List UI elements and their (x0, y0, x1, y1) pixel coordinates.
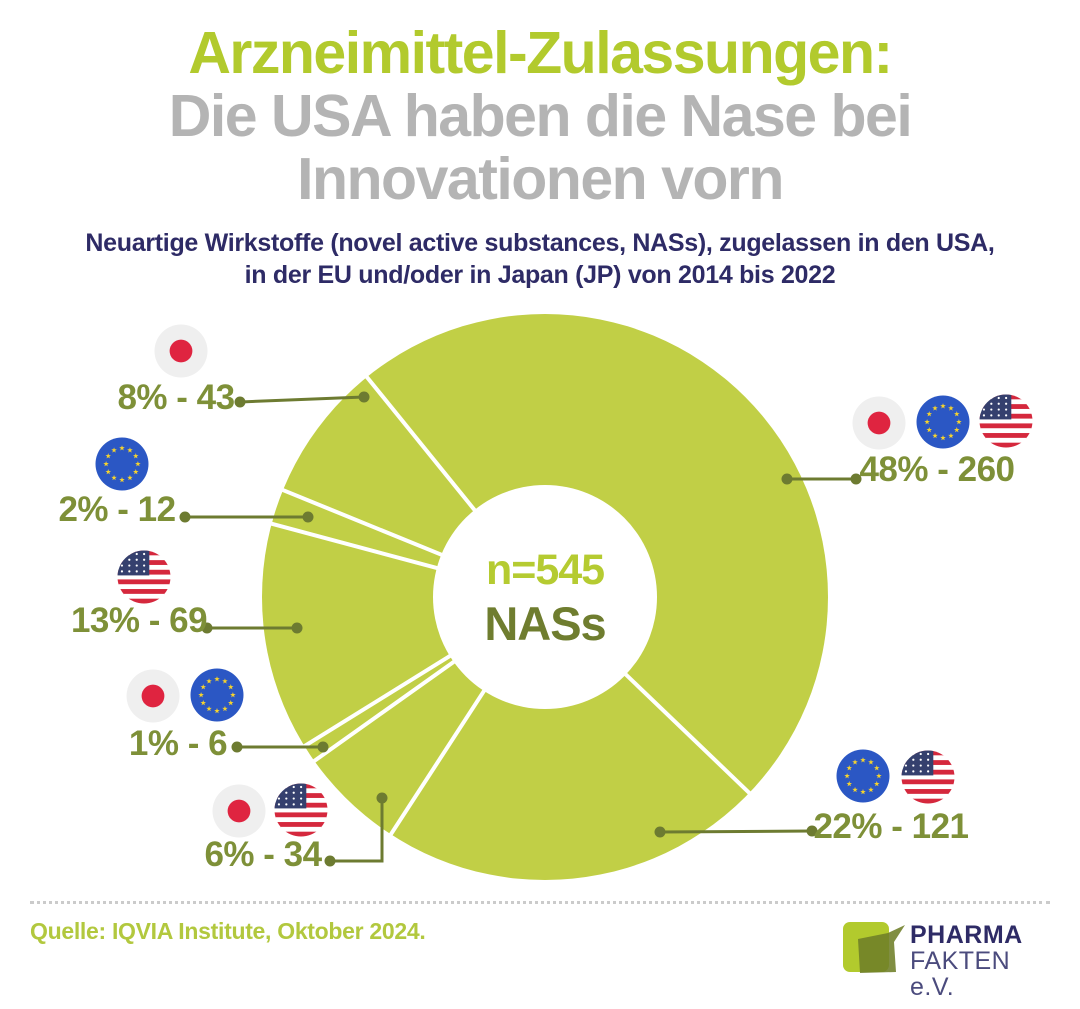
title-line-2: Die USA haben die Nase bei (168, 83, 913, 149)
segment-label-eu-us: 22% - 121 (813, 807, 968, 846)
segment-separator (300, 650, 458, 750)
leader-dot (231, 741, 243, 753)
chart-center-label: n=545 NASs (395, 548, 695, 649)
flag-jp-icon (126, 669, 180, 723)
flag-eu-icon (836, 749, 890, 803)
dotted-divider (30, 901, 1050, 904)
leader-dot (654, 826, 666, 838)
source-text: Quelle: IQVIA Institute, Oktober 2024. (30, 918, 426, 944)
segment-callout-eu: 2% - 12 (58, 490, 314, 529)
segment-separator (278, 486, 450, 560)
segment-callout-jp-eu-us: 48% - 260 (781, 450, 1015, 489)
subtitle-line-1: Neuartige Wirkstoffe (novel active subst… (85, 229, 995, 257)
flag-us-icon (117, 550, 171, 604)
flag-us-icon (979, 394, 1033, 448)
leader-line (330, 798, 384, 863)
pharma-fakten-logo: PHARMA FAKTEN e.V. (842, 918, 1057, 1000)
leader-dot (317, 741, 329, 753)
segment-separator (387, 683, 491, 839)
donut-hole (433, 485, 657, 709)
leader-dot (850, 473, 862, 485)
leader-dot (358, 391, 370, 403)
flag-us-icon (901, 750, 955, 804)
segment-callout-jp: 8% - 43 (117, 378, 370, 417)
leader-dot (324, 855, 336, 867)
leader-dot (179, 511, 191, 523)
subtitle-line-2: in der EU und/oder in Japan (JP) von 201… (244, 261, 836, 289)
leader-dot (376, 792, 388, 804)
segment-callout-jp-us: 6% - 34 (204, 792, 388, 874)
flag-us-icon (274, 783, 328, 837)
logo-text: PHARMA FAKTEN e.V. (910, 922, 1057, 1000)
segment-separator (362, 372, 482, 518)
segment-label-jp: 8% - 43 (117, 378, 234, 417)
flag-eu-icon (916, 395, 970, 449)
flag-eu-icon (95, 437, 149, 491)
logo-speech-bubble (858, 925, 905, 973)
leader-dot (806, 825, 818, 837)
leader-dot (201, 622, 213, 634)
segment-callout-eu-us: 22% - 121 (654, 807, 969, 846)
segment-label-jp-eu-us: 48% - 260 (859, 450, 1014, 489)
flag-jp-icon (154, 324, 208, 378)
segment-separator (309, 655, 462, 765)
segment-label-jp-us: 6% - 34 (204, 835, 322, 874)
segment-label-eu: 2% - 12 (58, 490, 175, 529)
chart-subtitle: Neuartige Wirkstoffe (novel active subst… (0, 227, 1080, 291)
leader-line (239, 395, 365, 404)
segment-separator (267, 520, 446, 573)
logo-line-2: FAKTEN e.V. (910, 947, 1011, 1001)
total-label: n=545 (485, 546, 605, 594)
flag-jp-icon (212, 784, 266, 838)
logo-mark-icon (843, 922, 905, 973)
segment-label-jp-eu: 1% - 6 (129, 724, 227, 763)
segment-callout-jp-eu: 1% - 6 (129, 724, 329, 763)
leader-dot (781, 473, 793, 485)
flag-jp-icon (852, 396, 906, 450)
unit-label: NASs (484, 597, 606, 650)
segment-label-us: 13% - 69 (71, 601, 207, 640)
segment-separator (618, 667, 754, 798)
page-title: Arzneimittel-Zulassungen: Die USA haben … (0, 22, 1080, 211)
leader-dot (302, 511, 314, 523)
segment-callout-us: 13% - 69 (71, 601, 303, 640)
title-line-1: Arzneimittel-Zulassungen: (188, 20, 893, 86)
leader-line (659, 829, 813, 834)
leader-dot (291, 622, 303, 634)
logo-line-1: PHARMA (910, 921, 1023, 949)
leader-dot (234, 396, 246, 408)
flag-eu-icon (190, 668, 244, 722)
title-line-3: Innovationen vorn (297, 146, 784, 212)
